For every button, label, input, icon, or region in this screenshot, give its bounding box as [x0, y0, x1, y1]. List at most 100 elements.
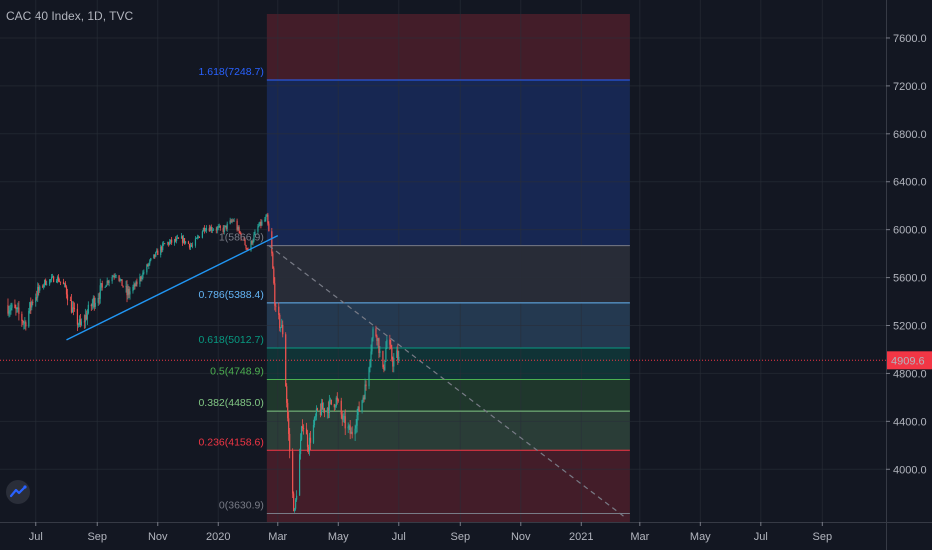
candle: [142, 270, 144, 280]
candle-body: [341, 414, 343, 420]
candle-body: [11, 304, 13, 308]
candle-body: [153, 254, 155, 259]
candle: [231, 218, 233, 224]
candle-body: [336, 397, 338, 400]
candle-body: [147, 264, 149, 267]
candle-body: [188, 243, 191, 248]
candle: [294, 507, 296, 513]
candle-body: [236, 220, 238, 230]
candle-body: [216, 227, 218, 231]
x-tick-label: Sep: [450, 531, 470, 543]
candle: [237, 225, 239, 231]
candle: [287, 398, 289, 422]
candle: [167, 241, 169, 246]
candle-body: [232, 220, 234, 222]
candle: [271, 227, 273, 257]
candle: [265, 214, 267, 222]
trendline: [66, 235, 279, 341]
candle: [101, 280, 103, 291]
candle-body: [225, 225, 227, 229]
fib-level-label-0.236: 0.236(4158.6): [198, 436, 263, 448]
candle-body: [91, 303, 93, 307]
candle: [120, 279, 122, 282]
fib-zone-1: [266, 411, 630, 451]
candle: [73, 302, 76, 312]
candle: [170, 239, 172, 245]
candle: [139, 273, 141, 287]
candle: [7, 298, 9, 316]
candle-body: [243, 238, 245, 240]
candle-body: [49, 279, 51, 285]
candle-body: [217, 226, 219, 228]
candle: [83, 314, 85, 329]
candle-body: [77, 324, 80, 326]
candle-body: [230, 220, 232, 222]
candle-body: [204, 230, 206, 232]
candle: [369, 359, 371, 373]
candle-body: [133, 284, 135, 287]
candle: [184, 240, 187, 245]
candle: [140, 275, 142, 282]
candle-body: [275, 305, 277, 307]
candle: [275, 303, 277, 313]
candle-body: [397, 350, 399, 361]
candle: [301, 419, 304, 432]
tradingview-logo-icon[interactable]: [6, 480, 30, 504]
candle-body: [21, 313, 23, 321]
candle-body: [127, 288, 129, 296]
candle: [31, 300, 33, 311]
candle-body: [86, 313, 88, 320]
candle: [361, 399, 363, 414]
candle-body: [327, 407, 329, 414]
candle-body: [175, 239, 177, 241]
candle-body: [73, 308, 76, 309]
candle: [98, 292, 100, 305]
candle: [371, 337, 373, 355]
fib-level-label-0.786: 0.786(5388.4): [198, 289, 263, 301]
candle-body: [218, 226, 220, 227]
candle-body: [84, 315, 86, 322]
candle: [314, 413, 317, 421]
candle-body: [80, 321, 82, 325]
candle: [18, 301, 20, 321]
candle-body: [135, 281, 137, 287]
candle: [286, 383, 288, 408]
candle-body: [190, 245, 193, 247]
candle-body: [134, 284, 136, 287]
x-tick-label: Nov: [148, 531, 168, 543]
candle-body: [198, 236, 201, 238]
fib-zone-6: [266, 80, 630, 246]
candle-body: [376, 336, 378, 341]
candle-body: [70, 300, 73, 313]
candle: [334, 404, 336, 410]
chart-title: CAC 40 Index, 1D, TVC: [6, 9, 134, 23]
candle: [132, 284, 134, 294]
candle: [330, 399, 332, 406]
candle-body: [294, 508, 296, 512]
candle-body: [333, 404, 335, 408]
candle: [78, 315, 80, 327]
candle: [342, 413, 344, 423]
candle: [232, 219, 234, 222]
candle: [289, 427, 291, 459]
candle: [379, 346, 381, 358]
candle-body: [24, 322, 26, 324]
fib-zone-3: [266, 347, 630, 380]
candle-body: [355, 425, 357, 429]
candle-body: [273, 268, 275, 284]
candle-body: [264, 219, 266, 222]
candle: [29, 301, 31, 314]
candle: [202, 227, 204, 232]
candle: [261, 219, 263, 227]
candle-body: [98, 297, 100, 299]
candle: [63, 282, 66, 288]
candle: [194, 236, 197, 248]
candle-body: [278, 306, 280, 315]
candle: [254, 229, 256, 236]
y-tick-label: 4000.0: [893, 464, 927, 476]
candle: [386, 335, 388, 350]
candle: [134, 282, 136, 290]
candle-body: [251, 240, 253, 244]
candle-body: [334, 406, 336, 408]
